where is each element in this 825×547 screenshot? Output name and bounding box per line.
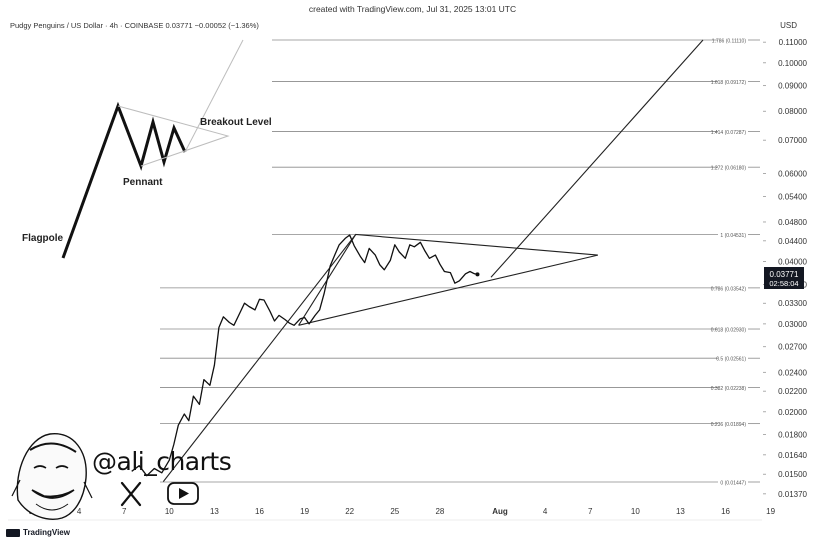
y-tick-label: 0.02700: [778, 343, 807, 352]
fib-label: 0.236 (0.01894): [711, 422, 747, 428]
avatar: [11, 433, 93, 520]
trendline: [298, 254, 598, 326]
y-tick-label: 0.01800: [778, 431, 807, 440]
y-tick-label: 0.02200: [778, 387, 807, 396]
pennant-label: Pennant: [123, 177, 163, 188]
x-axis: Jul4710131619222528Aug4710131619: [8, 507, 776, 521]
y-tick-label: 0.04800: [778, 218, 807, 227]
x-logo-icon: [120, 481, 142, 507]
last-price-dot: [475, 272, 480, 277]
pennant-triangle: [117, 105, 230, 167]
x-tick-label: 25: [390, 507, 399, 516]
x-tick-label: 10: [165, 507, 174, 516]
flagpole-label: Flagpole: [22, 233, 64, 244]
symbol-line: Pudgy Penguins / US Dollar · 4h · COINBA…: [10, 21, 259, 30]
fib-label: 1 (0.04531): [720, 233, 746, 239]
fib-label: 0.5 (0.02561): [716, 357, 746, 363]
x-tick-label: 22: [345, 507, 354, 516]
y-tick-label: 0.03300: [778, 299, 807, 308]
price-series: [131, 234, 480, 477]
fib-label: 1.786 (0.11110): [712, 39, 747, 45]
x-tick-label: 19: [766, 507, 775, 516]
x-tick-label: 16: [255, 507, 264, 516]
price-tag-countdown: 02:58:04: [769, 279, 798, 288]
x-tick-label: 19: [300, 507, 309, 516]
fib-label: 0.382 (0.02238): [711, 386, 747, 392]
y-tick-label: 0.09000: [778, 82, 807, 91]
y-tick-label: 0.02000: [778, 408, 807, 417]
tradingview-logo[interactable]: TradingView: [6, 528, 70, 537]
trendlines: [162, 39, 704, 482]
tradingview-logo-icon: [6, 528, 20, 537]
price-tag-value: 0.03771: [770, 270, 799, 279]
y-tick-label: 0.04000: [778, 258, 807, 267]
trendline: [490, 39, 704, 278]
x-tick-label: 4: [77, 507, 82, 516]
tradingview-logo-text: TradingView: [23, 528, 70, 537]
fib-levels: 1.786 (0.11110) 1.618 (0.09172) 1.414 (0.0…: [160, 39, 760, 487]
x-tick-label: 7: [122, 507, 127, 516]
trendline: [162, 234, 357, 482]
y-tick-label: 0.02400: [778, 368, 807, 377]
y-tick-label: 0.10000: [778, 59, 807, 68]
price-tag-box: [764, 267, 804, 289]
price-tag: 0.03771 02:58:04: [764, 267, 804, 289]
x-tick-label: 28: [435, 507, 444, 516]
fib-label: 1.414 (0.07287): [711, 130, 747, 136]
youtube-play-icon: [167, 482, 199, 505]
fib-label: 0.618 (0.02930): [711, 328, 747, 334]
x-tick-label: Aug: [492, 507, 508, 516]
trendline: [298, 233, 598, 326]
y-tick-label: 0.05400: [778, 192, 807, 201]
x-tick-label: 4: [543, 507, 548, 516]
x-tick-label: 10: [631, 507, 640, 516]
breakout-label: Breakout Level: [200, 117, 272, 128]
x-tick-label: 13: [210, 507, 219, 516]
inset-panel: [8, 38, 272, 266]
y-tick-label: 0.08000: [778, 107, 807, 116]
watermark-handle: @ali_charts: [92, 447, 232, 476]
y-tick-label: 0.06000: [778, 170, 807, 179]
y-tick-label: 0.01500: [778, 470, 807, 479]
fib-label: 1.618 (0.09172): [711, 80, 747, 86]
y-tick-label: 0.11000: [779, 38, 808, 47]
y-tick-label: 0.01640: [778, 451, 807, 460]
y-tick-label: 0.04400: [778, 237, 807, 246]
y-tick-label: 0.01370: [778, 490, 807, 499]
breakout-arrow: [184, 39, 244, 153]
y-tick-label: 0.03000: [778, 320, 807, 329]
x-tick-label: 7: [588, 507, 593, 516]
fib-label: 1.272 (0.06180): [711, 166, 747, 172]
fib-label: 0 (0.01447): [720, 481, 746, 487]
x-tick-label: 16: [721, 507, 730, 516]
price-line: [131, 234, 478, 477]
pennant-diagram: Breakout Level Pennant Flagpole: [8, 38, 272, 266]
y-tick-label: 0.07000: [778, 136, 807, 145]
created-with-header: created with TradingView.com, Jul 31, 20…: [308, 4, 517, 14]
fib-label: 0.786 (0.03542): [711, 286, 747, 292]
currency-label: USD: [780, 21, 797, 30]
x-tick-label: 13: [676, 507, 685, 516]
